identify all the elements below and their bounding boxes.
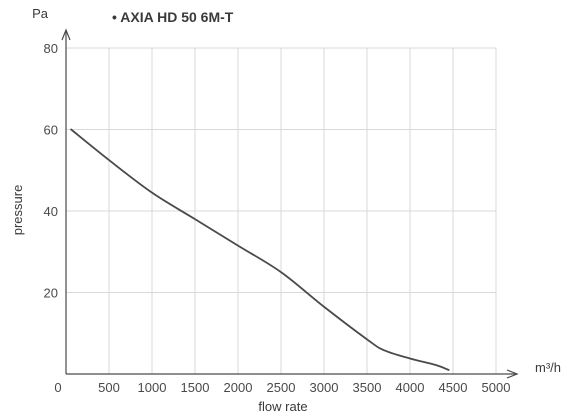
y-tick-label: 80: [44, 41, 58, 56]
x-unit-label: m³/h: [535, 360, 561, 375]
y-axis-title: pressure: [10, 185, 25, 236]
x-tick-label: 5000: [482, 380, 511, 395]
series-group: [70, 128, 450, 371]
x-tick-label: 1500: [181, 380, 210, 395]
y-unit-label: Pa: [32, 6, 49, 21]
x-tick-label: 0: [54, 380, 61, 395]
x-tick-label: 3000: [310, 380, 339, 395]
x-tick-label: 4500: [439, 380, 468, 395]
axes: [61, 28, 519, 379]
series-line: [70, 128, 450, 371]
x-tick-label: 500: [98, 380, 120, 395]
y-tick-label: 40: [44, 204, 58, 219]
tick-labels: 0 500 1000 1500 2000 2500 3000 3500 4000 4500 5000…: [44, 41, 511, 395]
y-tick-label: 20: [44, 286, 58, 301]
x-axis-arrow: [506, 369, 519, 379]
x-tick-label: 2500: [267, 380, 296, 395]
y-tick-label: 60: [44, 123, 58, 138]
x-tick-label: 3500: [353, 380, 382, 395]
x-tick-label: 4000: [396, 380, 425, 395]
y-axis-arrow: [61, 28, 71, 41]
grid: [66, 47, 497, 374]
chart-title: • AXIA HD 50 6M-T: [112, 9, 234, 25]
x-axis-title: flow rate: [258, 399, 307, 414]
x-tick-label: 1000: [138, 380, 167, 395]
x-tick-label: 2000: [224, 380, 253, 395]
